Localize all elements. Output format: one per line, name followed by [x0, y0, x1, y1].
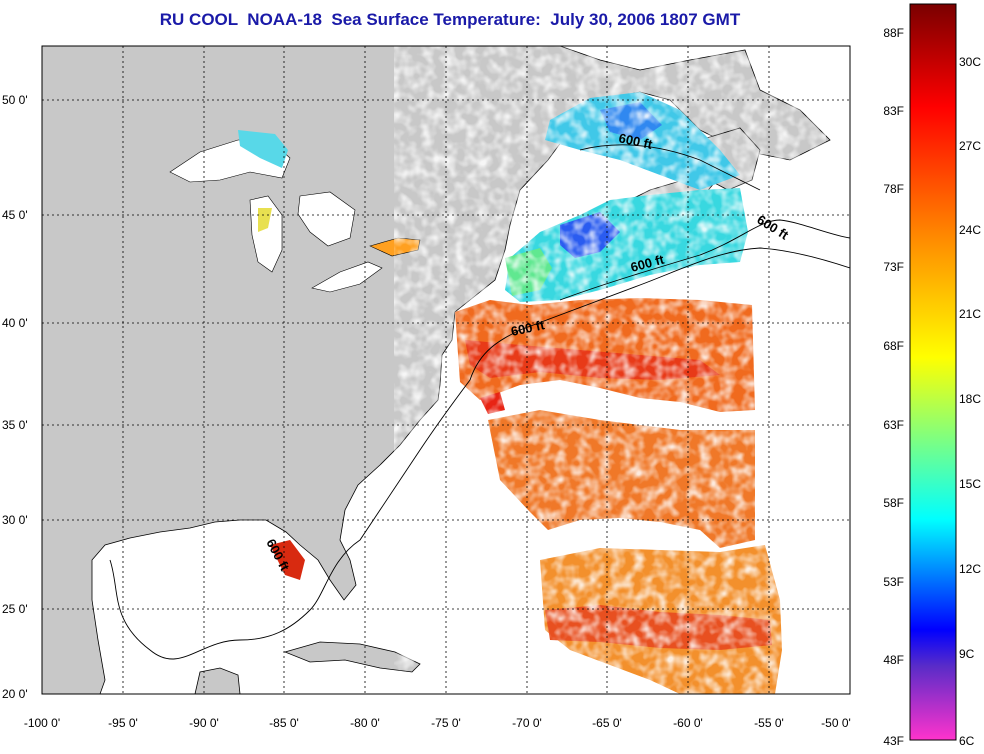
colorbar-f-label: 63F: [883, 418, 904, 432]
longitude-axis: -100 0' -95 0' -90 0' -85 0' -80 0' -75 …: [24, 716, 851, 730]
lat-tick-label: 40 0': [2, 316, 28, 330]
colorbar-c-label: 6C: [959, 734, 975, 748]
lat-tick-label: 35 0': [2, 418, 28, 432]
cloud-mask-overlay: [430, 90, 790, 694]
grid-lines: [42, 46, 850, 694]
lon-tick-label: -100 0': [24, 716, 60, 730]
latitude-axis: 50 0' 45 0' 40 0' 35 0' 30 0' 25 0' 20 0…: [2, 93, 28, 701]
lon-tick-label: -90 0': [189, 716, 219, 730]
cuba-land: [283, 641, 421, 673]
lat-tick-label: 30 0': [2, 513, 28, 527]
colorbar-c-label: 24C: [959, 223, 981, 237]
contour-600ft-atlantic: [109, 247, 850, 660]
colorbar-f-label: 53F: [883, 575, 904, 589]
lake-superior-cool-patch: [238, 130, 288, 168]
sst-hot-gulf-coast: [270, 540, 305, 580]
lake-michigan-warm-patch: [258, 208, 272, 232]
contour-600ft-scotian: [559, 219, 850, 301]
colorbar-c-label: 9C: [959, 647, 975, 661]
colorbar-c-label: 15C: [959, 477, 981, 491]
plot-frame: [41, 45, 851, 695]
lon-tick-label: -50 0': [821, 716, 851, 730]
colorbar-f-label: 43F: [883, 734, 904, 748]
lon-tick-label: -80 0': [350, 716, 380, 730]
colorbar-c-label: 30C: [959, 55, 981, 69]
contour-label: 600 ft: [510, 317, 547, 339]
lon-tick-label: -60 0': [673, 716, 703, 730]
lon-tick-label: -95 0': [108, 716, 138, 730]
colorbar-c-label: 21C: [959, 307, 981, 321]
lat-tick-label: 20 0': [2, 687, 28, 701]
contour-label: 600 ft: [617, 130, 654, 152]
colorbar-f-label: 58F: [883, 496, 904, 510]
colorbar-f-label: 68F: [883, 339, 904, 353]
yucatan-land: [194, 667, 241, 694]
lon-tick-label: -65 0': [592, 716, 622, 730]
lon-tick-label: -55 0': [754, 716, 784, 730]
colorbar-c-label: 18C: [959, 392, 981, 406]
lon-tick-label: -85 0': [269, 716, 299, 730]
lake-ontario: [369, 237, 421, 257]
lat-tick-label: 25 0': [2, 602, 28, 616]
colorbar-f-label: 88F: [883, 26, 904, 40]
colorbar-gradient: [909, 3, 957, 741]
map-title: RU COOL NOAA-18 Sea Surface Temperature:…: [159, 10, 741, 29]
temperature-colorbar: 88F 83F 78F 73F 68F 63F 58F 53F 48F 43F …: [883, 3, 981, 748]
lon-tick-label: -70 0': [512, 716, 542, 730]
colorbar-f-label: 83F: [883, 104, 904, 118]
lake-erie: [311, 261, 383, 293]
colorbar-c-label: 12C: [959, 562, 981, 576]
colorbar-f-label: 48F: [883, 653, 904, 667]
lake-huron: [297, 191, 356, 247]
contour-600ft-st-lawrence: [579, 144, 761, 191]
lat-tick-label: 50 0': [2, 93, 28, 107]
colorbar-f-label: 78F: [883, 182, 904, 196]
colorbar-f-label: 73F: [883, 260, 904, 274]
lat-tick-label: 45 0': [2, 208, 28, 222]
colorbar-c-label: 27C: [959, 139, 981, 153]
lon-tick-label: -75 0': [431, 716, 461, 730]
